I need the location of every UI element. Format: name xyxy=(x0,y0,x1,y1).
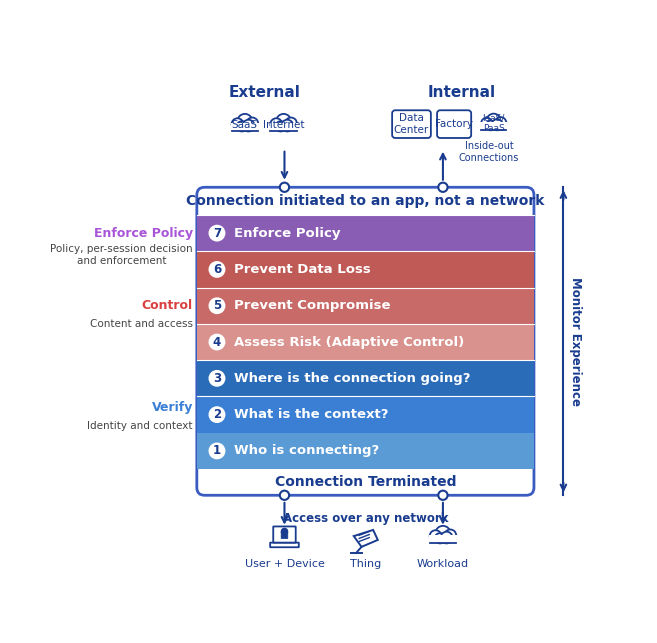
Text: 6: 6 xyxy=(213,263,221,276)
FancyBboxPatch shape xyxy=(270,543,299,547)
Circle shape xyxy=(280,491,289,500)
Text: IaaS/
PaaS: IaaS/ PaaS xyxy=(482,114,505,133)
Text: 7: 7 xyxy=(213,226,221,240)
Text: Identity and context: Identity and context xyxy=(87,421,193,431)
Text: Data
Center: Data Center xyxy=(394,113,429,135)
Circle shape xyxy=(430,530,442,542)
Circle shape xyxy=(486,121,496,131)
Circle shape xyxy=(481,118,492,129)
Bar xyxy=(197,251,534,287)
Bar xyxy=(197,287,534,324)
Circle shape xyxy=(271,118,282,130)
Circle shape xyxy=(209,226,225,241)
Circle shape xyxy=(495,117,506,128)
Text: Access over any network: Access over any network xyxy=(283,512,448,525)
Text: 5: 5 xyxy=(213,299,221,312)
Circle shape xyxy=(232,118,243,130)
Text: Internal: Internal xyxy=(428,85,496,100)
Bar xyxy=(197,433,534,469)
Text: Prevent Compromise: Prevent Compromise xyxy=(234,299,390,312)
Bar xyxy=(480,122,507,131)
Circle shape xyxy=(209,370,225,386)
Text: Where is the connection going?: Where is the connection going? xyxy=(234,372,470,385)
Circle shape xyxy=(209,298,225,313)
Text: External: External xyxy=(229,85,300,100)
Circle shape xyxy=(491,119,503,131)
FancyBboxPatch shape xyxy=(437,110,471,138)
Text: Who is connecting?: Who is connecting? xyxy=(234,444,379,457)
Text: Assess Risk (Adaptive Control): Assess Risk (Adaptive Control) xyxy=(234,336,464,349)
Text: Internet: Internet xyxy=(263,120,304,130)
Text: Connection initiated to an app, not a network: Connection initiated to an app, not a ne… xyxy=(186,194,545,208)
Text: Monitor Experience: Monitor Experience xyxy=(568,276,581,406)
Bar xyxy=(231,123,259,131)
Circle shape xyxy=(209,407,225,422)
Circle shape xyxy=(246,118,258,129)
Circle shape xyxy=(444,529,456,541)
Circle shape xyxy=(435,533,445,543)
Polygon shape xyxy=(353,530,378,547)
Circle shape xyxy=(237,121,247,131)
Text: Enforce Policy: Enforce Policy xyxy=(94,226,193,240)
Text: 4: 4 xyxy=(213,336,221,349)
FancyBboxPatch shape xyxy=(281,532,288,539)
Text: SaaS: SaaS xyxy=(232,120,258,130)
Text: 3: 3 xyxy=(213,372,221,385)
Circle shape xyxy=(280,183,289,192)
Text: Content and access: Content and access xyxy=(90,319,193,329)
Text: Connection Terminated: Connection Terminated xyxy=(275,475,456,489)
Text: Factory: Factory xyxy=(435,119,473,129)
Text: 2: 2 xyxy=(213,408,221,421)
Circle shape xyxy=(281,120,293,131)
FancyBboxPatch shape xyxy=(392,110,431,138)
Circle shape xyxy=(441,532,453,543)
Text: Policy, per-session decision
and enforcement: Policy, per-session decision and enforce… xyxy=(51,244,193,266)
Bar xyxy=(197,360,534,397)
Bar xyxy=(197,215,534,251)
Circle shape xyxy=(238,114,252,129)
Text: Verify: Verify xyxy=(152,401,193,414)
Circle shape xyxy=(275,121,286,131)
Text: Inside-out
Connections: Inside-out Connections xyxy=(459,141,519,163)
Text: User + Device: User + Device xyxy=(244,559,325,569)
Bar xyxy=(197,397,534,433)
Circle shape xyxy=(487,114,501,127)
Circle shape xyxy=(209,334,225,350)
Circle shape xyxy=(209,262,225,277)
Text: Workload: Workload xyxy=(417,559,469,569)
FancyBboxPatch shape xyxy=(273,527,296,543)
Bar xyxy=(269,123,298,131)
FancyBboxPatch shape xyxy=(197,187,534,495)
Bar xyxy=(197,324,534,360)
Circle shape xyxy=(276,114,291,129)
Circle shape xyxy=(285,118,297,129)
Text: Enforce Policy: Enforce Policy xyxy=(234,226,340,240)
Text: Thing: Thing xyxy=(350,559,381,569)
Circle shape xyxy=(438,183,447,192)
Text: Prevent Data Loss: Prevent Data Loss xyxy=(234,263,371,276)
Bar xyxy=(429,534,457,543)
Text: Control: Control xyxy=(142,299,193,312)
Circle shape xyxy=(436,526,450,541)
Circle shape xyxy=(438,491,447,500)
Circle shape xyxy=(242,120,254,131)
Circle shape xyxy=(209,443,225,458)
Text: What is the context?: What is the context? xyxy=(234,408,388,421)
Circle shape xyxy=(281,529,288,534)
Text: 1: 1 xyxy=(213,444,221,457)
